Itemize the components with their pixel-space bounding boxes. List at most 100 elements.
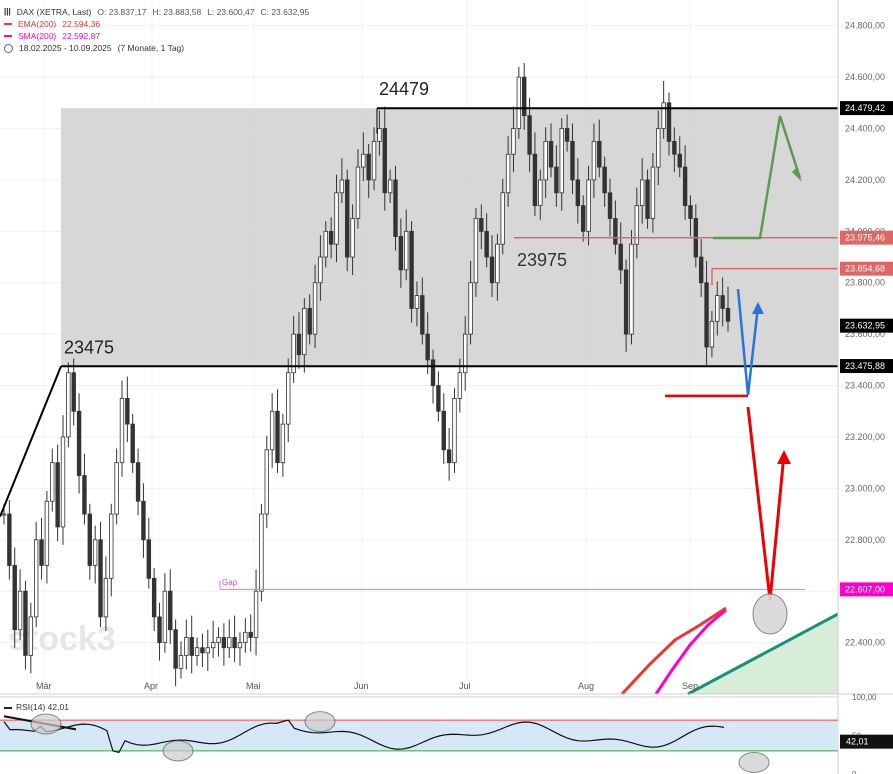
candle-body bbox=[135, 462, 141, 502]
candle-body bbox=[243, 631, 248, 643]
candle-body bbox=[414, 295, 420, 309]
candle-body bbox=[157, 616, 162, 643]
candle-body bbox=[307, 308, 312, 335]
candle-icon[interactable]: ||| bbox=[4, 7, 11, 16]
candle-body bbox=[350, 218, 355, 258]
rsi-tick-label: 0 bbox=[852, 770, 857, 774]
candle-body bbox=[98, 539, 103, 618]
price-tag-box bbox=[840, 582, 893, 597]
candle-body bbox=[457, 372, 463, 399]
candle-body bbox=[479, 218, 484, 232]
candle-body bbox=[71, 372, 76, 412]
time-axis[interactable]: Mär Apr Mai Jun Jul Aug Sep bbox=[0, 681, 893, 695]
candle-body bbox=[264, 449, 269, 515]
rsi-circle bbox=[304, 711, 336, 733]
close-value: C: 23.632,95 bbox=[260, 7, 310, 17]
y-tick-label: 22.400,00 bbox=[845, 638, 885, 648]
candle-body bbox=[227, 637, 232, 649]
bullish-arrowhead bbox=[792, 168, 802, 182]
candle-body bbox=[409, 230, 414, 309]
candle-body bbox=[387, 179, 393, 194]
candle-body bbox=[548, 140, 554, 168]
candle-body bbox=[570, 140, 575, 181]
price-tag-label: 24.479,42 bbox=[845, 103, 885, 113]
blue-arrow-path bbox=[736, 288, 760, 396]
candle-body bbox=[125, 398, 130, 425]
candle-body bbox=[275, 410, 280, 464]
candle-body bbox=[318, 256, 323, 284]
y-tick-label: 24.200,00 bbox=[845, 175, 885, 185]
ema-value: 22.594,36 bbox=[62, 19, 101, 29]
forecast-arrows bbox=[713, 115, 802, 635]
price-tag-box bbox=[840, 318, 893, 333]
annotation-label: 23475 bbox=[64, 337, 114, 357]
candle-body bbox=[162, 590, 168, 643]
trend-area bbox=[687, 612, 839, 696]
candle-body bbox=[60, 436, 66, 528]
x-tick-label: Mär bbox=[36, 681, 52, 691]
candle-body bbox=[682, 166, 688, 207]
candle-body bbox=[623, 269, 629, 335]
candle-body bbox=[452, 398, 457, 464]
candle-body bbox=[516, 76, 522, 129]
sma-label: SMA(200) bbox=[18, 31, 57, 41]
candle-body bbox=[173, 629, 178, 669]
price-axis-bg bbox=[838, 0, 893, 694]
rsi-value-tag-label: 42,01 bbox=[846, 737, 869, 747]
candle-body bbox=[468, 282, 473, 335]
candle-body bbox=[425, 333, 430, 361]
price-tag-box bbox=[840, 230, 893, 245]
candle-body bbox=[302, 308, 307, 356]
candle-body bbox=[232, 637, 237, 649]
candle-body bbox=[366, 153, 371, 181]
rsi-swatch bbox=[4, 706, 12, 709]
candle-body bbox=[575, 179, 581, 207]
y-tick-label: 23.000,00 bbox=[845, 483, 885, 493]
rsi-legend: RSI(14) 42,01 bbox=[4, 702, 69, 712]
candle-body bbox=[613, 218, 618, 245]
period-label: (7 Monate, 1 Tag) bbox=[117, 43, 185, 53]
y-tick-label: 23.200,00 bbox=[845, 432, 885, 442]
candle-body bbox=[446, 449, 452, 464]
price-tag-label: 23.975,46 bbox=[845, 233, 885, 243]
candle-body bbox=[645, 179, 650, 219]
sma-swatch bbox=[4, 35, 12, 37]
annotation-label: Gap bbox=[222, 578, 238, 587]
candle-body bbox=[141, 500, 146, 541]
y-tick-label: 23.600,00 bbox=[845, 329, 885, 339]
rsi-tick-label: 100,00 bbox=[852, 693, 877, 702]
candle-body bbox=[709, 320, 715, 348]
candle-body bbox=[398, 236, 404, 271]
level-annotations: 24479 23975 23475 Gap bbox=[64, 79, 567, 587]
candle-body bbox=[495, 243, 500, 284]
candle-body bbox=[634, 205, 640, 245]
candle-body bbox=[629, 243, 634, 335]
candle-body bbox=[50, 462, 55, 502]
candle-body bbox=[334, 192, 339, 245]
candle-body bbox=[17, 590, 23, 631]
candle-body bbox=[602, 166, 607, 194]
candle-body bbox=[253, 590, 259, 638]
candle-body bbox=[371, 140, 377, 181]
candle-body bbox=[591, 140, 597, 181]
candle-body bbox=[393, 179, 398, 237]
sma-value: 22.592,87 bbox=[62, 31, 101, 41]
price-axis[interactable]: 22.400,0022.600,0022.800,0023.000,0023.2… bbox=[837, 0, 893, 774]
x-tick-label: Mai bbox=[246, 681, 261, 691]
candle-body bbox=[345, 179, 350, 258]
y-tick-label: 22.800,00 bbox=[845, 535, 885, 545]
candle-body bbox=[661, 102, 666, 129]
candle-body bbox=[355, 166, 361, 219]
high-value: H: 23.883,58 bbox=[152, 7, 202, 17]
candle-body bbox=[168, 590, 173, 631]
candle-body bbox=[205, 647, 210, 654]
price-tag-label: 23.632,95 bbox=[845, 321, 885, 331]
rsi-value-tag bbox=[840, 734, 893, 749]
price-tag-label: 23.475,88 bbox=[845, 361, 885, 371]
candle-body bbox=[1, 513, 7, 516]
candle-body bbox=[76, 410, 82, 476]
rsi-value: 42,01 bbox=[47, 702, 69, 712]
candle-body bbox=[511, 128, 516, 155]
